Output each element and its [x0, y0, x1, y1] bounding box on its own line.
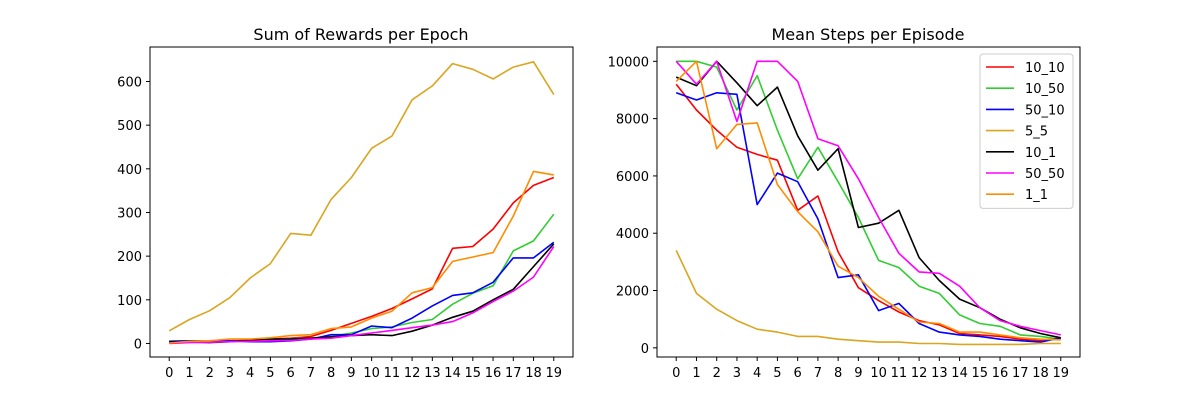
- legend-label-10_50: 10_50: [1025, 82, 1065, 97]
- rewards-series-10_10: [169, 176, 555, 343]
- steps-y-tick-label: 0: [641, 342, 649, 357]
- rewards-x-tick-label: 11: [384, 366, 401, 381]
- steps-x-tick-label: 4: [753, 366, 761, 381]
- steps-series-1_1: [675, 60, 1061, 341]
- rewards-chart-title: Sum of Rewards per Epoch: [253, 25, 468, 44]
- rewards-series-50_50: [169, 246, 555, 345]
- rewards-x-tick-label: 14: [444, 366, 461, 381]
- steps-chart: Mean Steps per Episode 0 1 2 3 4 5 6 7 8 9 10 11 12 1…: [608, 25, 1081, 381]
- steps-chart-title: Mean Steps per Episode: [771, 25, 964, 44]
- rewards-x-tick-label: 10: [363, 366, 380, 381]
- steps-x-tick-label: 14: [951, 366, 968, 381]
- rewards-x-tick-label: 19: [545, 366, 562, 381]
- rewards-x-tick-label: 0: [165, 366, 173, 381]
- legend-label-10_10: 10_10: [1025, 61, 1065, 76]
- legend-label-50_10: 50_10: [1025, 103, 1065, 118]
- rewards-series-1_1: [169, 170, 554, 344]
- rewards-x-tick-label: 17: [505, 366, 522, 381]
- steps-axes-frame: [656, 46, 1081, 358]
- steps-x-tick-label: 2: [713, 366, 721, 381]
- rewards-x-tick-label: 9: [347, 366, 355, 381]
- steps-x-tick-label: 18: [1032, 366, 1049, 381]
- steps-y-tick-label: 6000: [616, 170, 649, 185]
- rewards-y-tick-label: 300: [117, 206, 142, 221]
- steps-x-tick-label: 9: [854, 366, 862, 381]
- steps-x-tick-label: 11: [891, 366, 908, 381]
- rewards-x-tick-label: 4: [246, 366, 254, 381]
- legend-box: [979, 53, 1074, 209]
- legend-label-10_1: 10_1: [1025, 146, 1056, 161]
- rewards-y-tick-label: 100: [117, 294, 142, 309]
- rewards-x-tick-label: 5: [266, 366, 274, 381]
- steps-y-tick-label: 8000: [616, 113, 649, 128]
- rewards-y-tick-label: 600: [117, 75, 142, 90]
- rewards-x-tick-label: 6: [287, 366, 295, 381]
- steps-series-5_5: [675, 250, 1061, 346]
- steps-x-tick-label: 8: [834, 366, 842, 381]
- legend: 10_10 10_50 50_10 5_5 10_1 50_50 1_1: [979, 53, 1074, 209]
- steps-x-tick-label: 17: [1012, 366, 1029, 381]
- rewards-series-5_5: [168, 60, 555, 332]
- rewards-x-tick-label: 12: [404, 366, 421, 381]
- rewards-y-tick-label: 500: [117, 119, 142, 134]
- steps-x-tick-label: 12: [911, 366, 928, 381]
- steps-x-tick-label: 19: [1052, 366, 1069, 381]
- steps-series-10_1: [675, 60, 1061, 339]
- steps-series-10_50: [676, 60, 1061, 340]
- rewards-x-tick-label: 15: [465, 366, 482, 381]
- rewards-x-tick-label: 1: [185, 366, 193, 381]
- rewards-y-tick-label: 200: [117, 250, 142, 265]
- rewards-series-50_10: [169, 241, 555, 343]
- steps-x-tick-label: 10: [870, 366, 887, 381]
- legend-label-50_50: 50_50: [1025, 167, 1065, 182]
- rewards-y-tick-label: 0: [134, 337, 142, 352]
- rewards-axes-frame: [149, 46, 574, 358]
- rewards-x-tick-label: 7: [307, 366, 315, 381]
- steps-x-tick-label: 16: [992, 366, 1009, 381]
- steps-x-tick-label: 13: [931, 366, 948, 381]
- steps-x-tick-label: 1: [692, 366, 700, 381]
- steps-x-tick-label: 7: [814, 366, 822, 381]
- steps-x-tick-label: 3: [733, 366, 741, 381]
- rewards-x-tick-label: 13: [424, 366, 441, 381]
- steps-series-50_50: [675, 60, 1061, 336]
- steps-x-tick-label: 15: [972, 366, 989, 381]
- rewards-x-tick-label: 16: [485, 366, 502, 381]
- steps-x-tick-label: 0: [672, 366, 680, 381]
- steps-y-tick-label: 4000: [616, 227, 649, 242]
- rewards-x-tick-label: 2: [206, 366, 214, 381]
- rewards-x-tick-label: 8: [327, 366, 335, 381]
- legend-label-1_1: 1_1: [1025, 188, 1048, 203]
- steps-x-tick-label: 5: [773, 366, 781, 381]
- steps-y-tick-label: 10000: [608, 55, 649, 70]
- rewards-chart: Sum of Rewards per Epoch 0 1 2 3 4 5 6 7 8 9 10 11 1…: [117, 25, 574, 381]
- rewards-x-tick-label: 18: [525, 366, 542, 381]
- rewards-y-tick-label: 400: [117, 163, 142, 178]
- legend-label-5_5: 5_5: [1025, 125, 1048, 140]
- steps-y-tick-label: 2000: [616, 285, 649, 300]
- rewards-series-10_1: [169, 243, 555, 344]
- steps-x-tick-label: 6: [794, 366, 802, 381]
- rewards-x-tick-label: 3: [226, 366, 234, 381]
